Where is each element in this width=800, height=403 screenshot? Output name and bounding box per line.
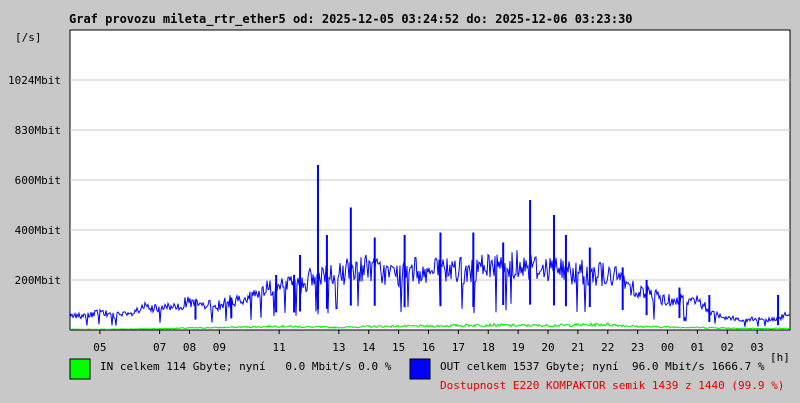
x-tick-label: 18 [482,341,495,354]
availability-text: Dostupnost E220 KOMPAKTOR semik 1439 z 1… [440,379,784,392]
x-tick-label: 16 [422,341,435,354]
x-tick-label: 08 [183,341,196,354]
series-group [69,165,791,331]
x-tick-label: 13 [332,341,345,354]
in-legend-swatch [69,358,91,380]
x-tick-label: 00 [661,341,674,354]
grid [70,79,790,334]
x-tick-label: 20 [541,341,554,354]
x-tick-label: 11 [273,341,286,354]
x-tick-label: 07 [153,341,166,354]
out-legend-text: OUT celkem 1537 Gbyte; nyní 96.0 Mbit/s … [440,360,765,373]
x-tick-label: 09 [213,341,226,354]
y-tick-label: 830Mbit [15,124,61,137]
x-tick-label: 02 [721,341,734,354]
x-tick-label: 17 [452,341,465,354]
in-series-line [69,321,791,331]
x-tick-label: 22 [601,341,614,354]
x-tick-label: 01 [691,341,704,354]
y-axis-label: [/s] [15,31,42,44]
x-axis-unit-label: [h] [770,351,790,364]
x-tick-label: 05 [93,341,106,354]
y-tick-label: 200Mbit [15,274,61,287]
x-tick-label: 14 [362,341,376,354]
out-series-line [69,250,791,327]
chart-title: Graf provozu mileta_rtr_ether5 od: 2025-… [69,12,633,27]
x-tick-labels: 05 07 08 09 11 13 14 15 16 17 18 19 20 21 22 23 00 01 02 03 [93,341,764,354]
x-tick-label: 03 [751,341,764,354]
x-tick-label: 19 [512,341,525,354]
x-tick-label: 21 [571,341,584,354]
out-legend-swatch [409,358,431,380]
x-tick-label: 23 [631,341,644,354]
y-tick-labels: 200Mbit 400Mbit 600Mbit 830Mbit 1024Mbit [8,74,61,287]
y-tick-label: 400Mbit [15,224,61,237]
x-tick-label: 15 [392,341,405,354]
y-tick-label: 600Mbit [15,174,61,187]
y-tick-label: 1024Mbit [8,74,61,87]
in-legend-text: IN celkem 114 Gbyte; nyní 0.0 Mbit/s 0.0… [100,360,392,373]
